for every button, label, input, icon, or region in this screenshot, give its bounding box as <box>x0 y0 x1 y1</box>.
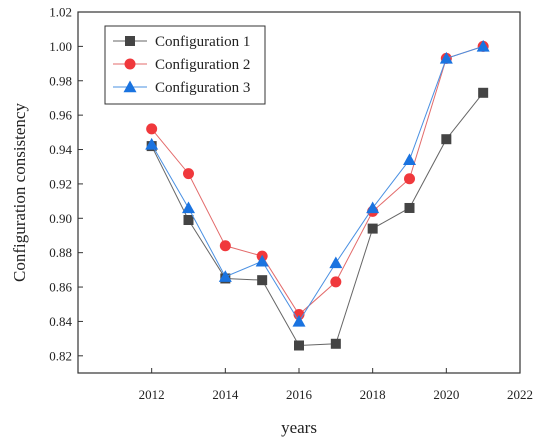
data-point <box>330 338 341 349</box>
data-point <box>404 202 415 213</box>
y-axis: 0.82 0.84 0.86 0.88 0.90 0.92 0.94 0.96 0.98 1.00… <box>49 5 83 363</box>
data-point <box>329 256 343 269</box>
data-point <box>478 87 489 98</box>
data-point <box>146 123 158 135</box>
y-tick-label: 0.98 <box>49 73 72 88</box>
legend-marker <box>125 36 135 46</box>
legend-item: Configuration 2 <box>113 57 250 73</box>
data-point <box>183 168 194 180</box>
data-point <box>182 201 195 214</box>
y-tick-label: 0.88 <box>49 245 72 260</box>
legend-marker <box>123 80 137 93</box>
x-tick-label: 2012 <box>139 387 165 402</box>
legend-label: Configuration 2 <box>155 57 250 73</box>
data-point <box>367 223 378 234</box>
y-tick-label: 0.84 <box>49 314 72 329</box>
data-point <box>476 39 490 52</box>
y-tick-label: 0.92 <box>49 176 72 191</box>
y-axis-title: Configuration consistency <box>10 103 29 282</box>
y-tick-label: 0.82 <box>49 348 72 363</box>
y-tick-label: 0.96 <box>49 108 72 123</box>
data-point <box>145 137 159 150</box>
data-point <box>257 275 268 286</box>
legend-label: Configuration 1 <box>155 34 250 50</box>
data-point <box>292 314 306 327</box>
x-tick-label: 2022 <box>507 387 533 402</box>
x-tick-label: 2018 <box>360 387 386 402</box>
data-point <box>404 173 415 185</box>
y-tick-label: 0.90 <box>49 211 72 226</box>
data-point <box>219 240 231 252</box>
data-point <box>330 276 342 288</box>
x-tick-label: 2020 <box>433 387 459 402</box>
series-1 <box>146 87 489 351</box>
y-tick-label: 0.94 <box>49 142 72 157</box>
x-tick-label: 2014 <box>212 387 239 402</box>
legend-item: Configuration 3 <box>113 80 250 96</box>
data-point <box>218 270 232 282</box>
data-point <box>366 201 380 214</box>
data-point <box>439 51 453 64</box>
y-tick-label: 0.86 <box>49 280 72 295</box>
data-point <box>441 134 452 145</box>
y-tick-label: 1.00 <box>49 39 72 54</box>
x-tick-label: 2016 <box>286 387 313 402</box>
series-layer <box>145 39 490 351</box>
data-point <box>183 215 194 226</box>
legend-item: Configuration 1 <box>113 34 250 50</box>
series-line <box>151 45 484 316</box>
legend: Configuration 1 Configuration 2 Configurat… <box>104 25 266 105</box>
series-line <box>151 92 484 347</box>
x-axis-title: years <box>281 418 317 437</box>
series-3 <box>145 39 490 327</box>
data-point <box>255 254 269 267</box>
data-point <box>294 340 304 351</box>
data-point <box>403 153 416 166</box>
legend-marker <box>124 58 136 70</box>
x-axis: 2012 2014 2016 2018 2020 2022 <box>139 368 533 402</box>
series-line <box>151 45 484 323</box>
legend-label: Configuration 3 <box>155 80 250 96</box>
y-tick-label: 1.02 <box>49 5 72 20</box>
